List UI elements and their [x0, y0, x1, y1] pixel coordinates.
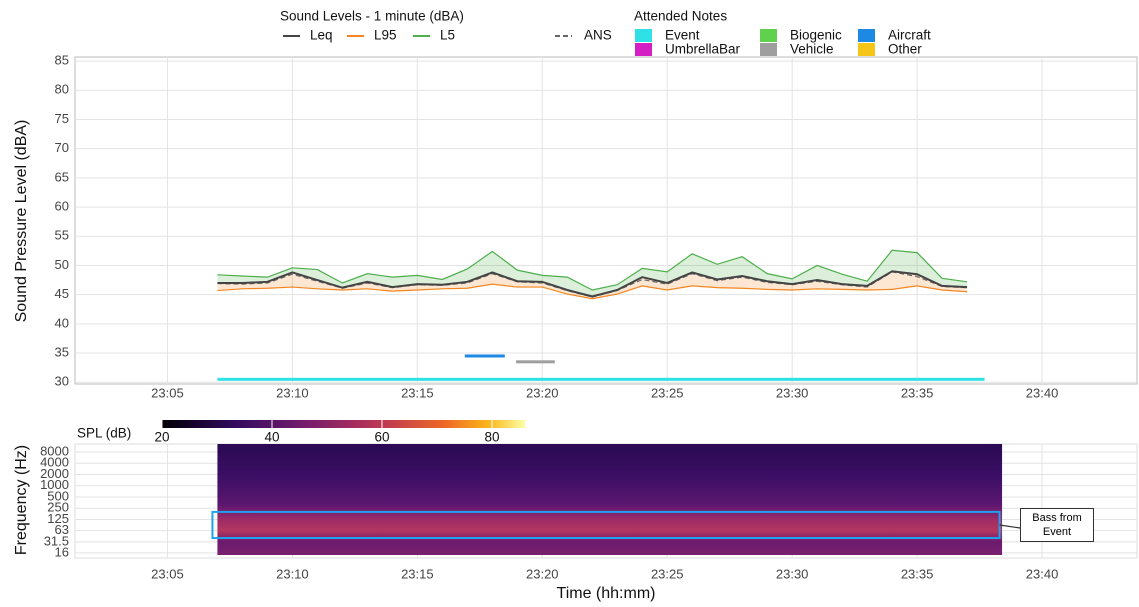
legend-label: Event [665, 28, 700, 43]
y-tick-label: 55 [55, 228, 69, 243]
y-tick-label: 40 [55, 315, 69, 330]
legend-label: ANS [584, 28, 612, 43]
x-tick-label: 23:05 [151, 566, 184, 581]
y-tick-label: 50 [55, 257, 69, 272]
x-axis-title: Time (hh:mm) [557, 585, 656, 602]
y-axis-title: Frequency (Hz) [13, 445, 30, 555]
x-tick-label: 23:10 [276, 385, 309, 400]
x-tick-label: 23:40 [1026, 566, 1059, 581]
legend-label: Biogenic [790, 28, 842, 43]
y-tick-label: 63 [55, 522, 69, 537]
colorbar-title: SPL (dB) [77, 426, 131, 441]
y-tick-label: 80 [55, 82, 69, 97]
x-tick-label: 23:05 [151, 385, 184, 400]
x-tick-label: 23:20 [526, 566, 559, 581]
annotation: Bass from Event [1020, 508, 1094, 542]
y-tick-label: 60 [55, 199, 69, 214]
x-tick-label: 23:20 [526, 385, 559, 400]
y-tick-label: 8000 [40, 443, 69, 458]
x-tick-label: 23:25 [651, 566, 684, 581]
annotation-arrow [999, 524, 1021, 529]
y-tick-label: 45 [55, 286, 69, 301]
legend-label: Other [888, 42, 922, 57]
y-tick-label: 35 [55, 344, 69, 359]
y-tick-label: 31.5 [44, 533, 69, 548]
y-tick-label: 2000 [40, 466, 69, 481]
legend-title: Attended Notes [634, 9, 727, 24]
y-tick-label: 85 [55, 53, 69, 68]
y-tick-label: 30 [55, 374, 69, 389]
y-tick-label: 4000 [40, 455, 69, 470]
legend-label: L5 [440, 28, 455, 43]
note-bar [464, 354, 505, 358]
colorbar-tick-label: 20 [154, 430, 169, 445]
x-tick-label: 23:25 [651, 385, 684, 400]
legend-swatch [635, 29, 652, 42]
legend-label: L95 [374, 28, 397, 43]
y-tick-label: 75 [55, 111, 69, 126]
y-tick-label: 65 [55, 169, 69, 184]
colorbar [162, 420, 525, 428]
legend-title: Sound Levels - 1 minute (dBA) [280, 9, 464, 24]
legend-label: Aircraft [888, 28, 931, 43]
series-line [217, 270, 968, 298]
legend-label: Vehicle [790, 42, 834, 57]
x-tick-label: 23:30 [776, 385, 809, 400]
x-tick-label: 23:15 [401, 566, 434, 581]
y-tick-label: 250 [47, 500, 69, 515]
legend-swatch [858, 43, 875, 56]
y-axis-title: Sound Pressure Level (dBA) [13, 120, 30, 323]
x-tick-label: 23:40 [1026, 385, 1059, 400]
colorbar-tick-label: 60 [374, 430, 389, 445]
y-tick-label: 1000 [40, 477, 69, 492]
colorbar-tick-label: 80 [484, 430, 499, 445]
y-tick-label: 70 [55, 140, 69, 155]
legend-swatch [760, 29, 777, 42]
legend-swatch [635, 43, 652, 56]
note-bar [217, 377, 985, 381]
y-tick-label: 16 [55, 544, 69, 559]
x-tick-label: 23:35 [901, 566, 934, 581]
y-tick-label: 500 [47, 488, 69, 503]
legend-swatch [858, 29, 875, 42]
series-line [217, 249, 968, 291]
spectrogram-image [217, 444, 1003, 555]
colorbar-tick-label: 40 [264, 430, 279, 445]
legend-swatch [760, 43, 777, 56]
x-tick-label: 23:35 [901, 385, 934, 400]
legend-label: Leq [310, 28, 333, 43]
note-bar [516, 360, 555, 364]
x-tick-label: 23:30 [776, 566, 809, 581]
legend-label: UmbrellaBar [665, 42, 741, 57]
x-tick-label: 23:15 [401, 385, 434, 400]
panel-frame [74, 56, 1138, 385]
series-line [217, 283, 968, 300]
x-tick-label: 23:10 [276, 566, 309, 581]
y-tick-label: 125 [47, 511, 69, 526]
